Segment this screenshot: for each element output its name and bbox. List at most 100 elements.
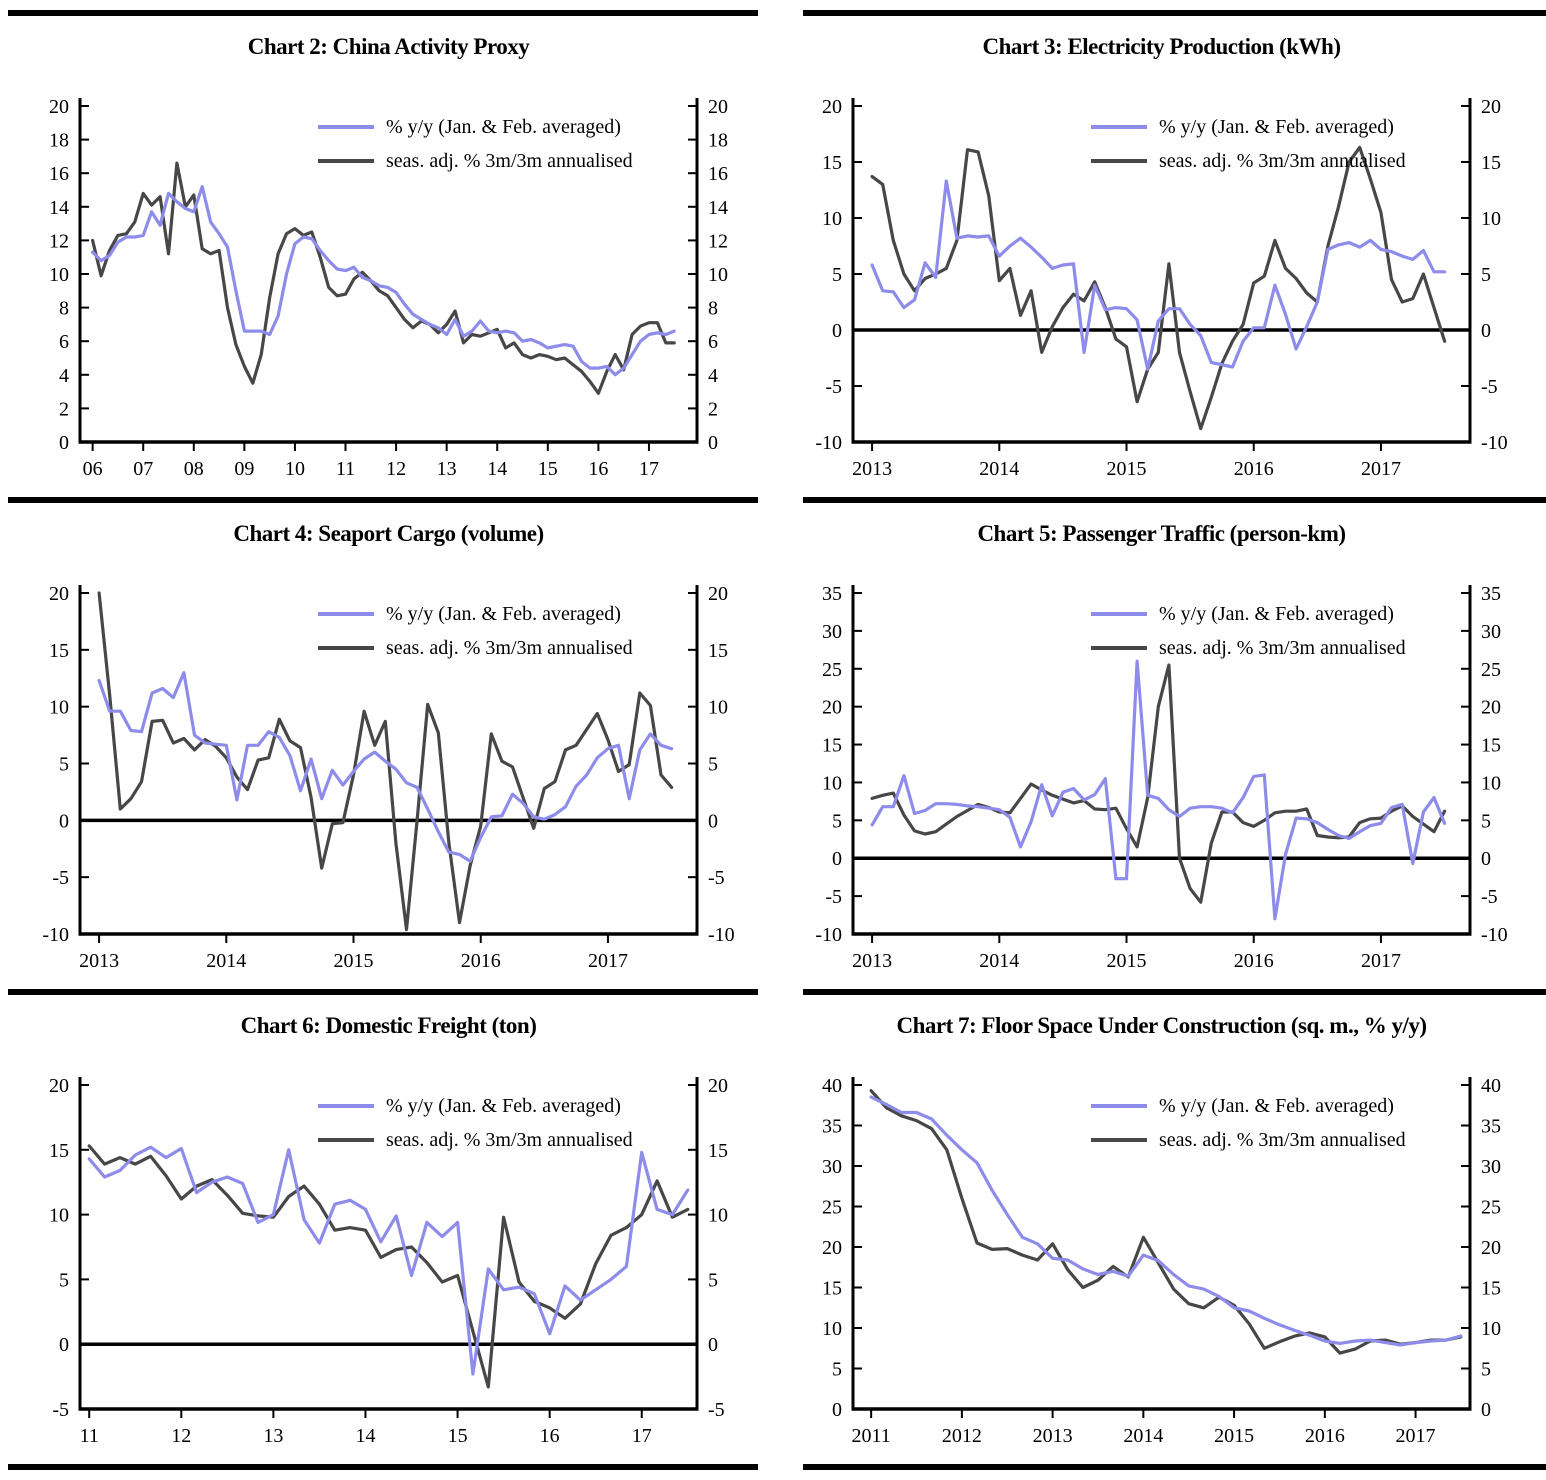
y-axis-label-right: 16 [708, 163, 728, 185]
yoy-legend-label: % y/y (Jan. & Feb. averaged) [1159, 115, 1394, 138]
x-axis-label: 15 [448, 1425, 468, 1447]
x-axis-label: 2016 [1234, 950, 1274, 972]
y-axis-label-right: 5 [708, 1269, 718, 1291]
y-axis-label-left: 5 [832, 264, 842, 286]
yoy-line-swatch [1091, 125, 1147, 129]
y-axis-label-right: 10 [1481, 772, 1501, 794]
x-axis-label: 09 [234, 458, 254, 480]
y-axis-label-right: 8 [708, 298, 718, 320]
y-axis-label-left: -5 [825, 376, 842, 398]
series-yoy-line [869, 1095, 1463, 1347]
x-axis-label: 17 [639, 458, 659, 480]
sa-legend-label: seas. adj. % 3m/3m annualised [1159, 149, 1406, 172]
chart-title: Chart 6: Domestic Freight (ton) [240, 1013, 537, 1038]
x-axis-label: 14 [487, 458, 507, 480]
legend-row-sa: seas. adj. % 3m/3m annualised [1091, 144, 1406, 178]
y-axis-label-right: -10 [708, 924, 735, 946]
sa-legend-label: seas. adj. % 3m/3m annualised [1159, 1128, 1406, 1151]
mid-rule-1-right [803, 497, 1546, 503]
sa-legend-label: seas. adj. % 3m/3m annualised [386, 636, 633, 659]
y-axis-label-right: 4 [708, 365, 718, 387]
y-axis-label-left: 15 [822, 735, 842, 757]
mid-rule-1-left [8, 497, 758, 503]
y-axis-label-left: 0 [59, 1334, 69, 1356]
chart-plot-svg: -10 -10 -5 -5 0 0 5 5 10 10 15 15 20 20 25 25 30 30 35 35 20… [815, 583, 1507, 972]
y-axis-label-right: 0 [1481, 320, 1491, 342]
sa-line-swatch [1091, 159, 1147, 163]
chart-legend: % y/y (Jan. & Feb. averaged) seas. adj. … [318, 110, 633, 178]
x-axis-label: 2015 [334, 950, 374, 972]
y-axis-label-left: 10 [49, 1205, 69, 1227]
x-axis-label: 12 [171, 1425, 191, 1447]
y-axis-label-left: -5 [52, 867, 69, 889]
y-axis-label-left: 5 [832, 810, 842, 832]
y-axis-label-right: 35 [1481, 583, 1501, 605]
sa-line-swatch [318, 159, 374, 163]
x-axis-label: 2017 [588, 950, 628, 972]
legend-row-sa: seas. adj. % 3m/3m annualised [318, 631, 633, 665]
y-axis-label-right: 20 [708, 1075, 728, 1097]
y-axis-label-left: 0 [59, 432, 69, 454]
legend-row-sa: seas. adj. % 3m/3m annualised [318, 1123, 633, 1157]
y-axis-label-right: 15 [1481, 1278, 1501, 1300]
y-axis-label-right: 15 [708, 1140, 728, 1162]
y-axis-label-right: 6 [708, 331, 718, 353]
yoy-line-swatch [1091, 1104, 1147, 1108]
y-axis-label-left: -10 [815, 924, 842, 946]
top-rule-right [803, 10, 1546, 16]
yoy-line-swatch [318, 612, 374, 616]
chart-5-panel: -10 -10 -5 -5 0 0 5 5 10 10 15 15 20 20 25 25 30 30 35 35 20… [773, 503, 1546, 989]
x-axis-label: 13 [437, 458, 457, 480]
y-axis-label-left: 25 [822, 659, 842, 681]
y-axis-label-left: 16 [49, 163, 69, 185]
chart-plot-svg: -10 -10 -5 -5 0 0 5 5 10 10 15 15 20 20 2013 2014 2015 20… [42, 583, 735, 972]
series-sa-line [87, 1144, 690, 1389]
x-axis-label: 2014 [979, 950, 1019, 972]
legend-row-yoy: % y/y (Jan. & Feb. averaged) [1091, 597, 1406, 631]
y-axis-label-right: 25 [1481, 659, 1501, 681]
x-axis-label: 17 [632, 1425, 652, 1447]
y-axis-label-left: 10 [49, 264, 69, 286]
x-axis-label: 14 [355, 1425, 375, 1447]
y-axis-label-right: 0 [708, 810, 718, 832]
x-axis-label: 13 [263, 1425, 283, 1447]
series-sa-line [870, 145, 1447, 431]
y-axis-label-left: 14 [49, 197, 69, 219]
y-axis-label-left: -10 [42, 924, 69, 946]
yoy-legend-label: % y/y (Jan. & Feb. averaged) [386, 1094, 621, 1117]
x-axis-label: 07 [133, 458, 153, 480]
sa-legend-label: seas. adj. % 3m/3m annualised [1159, 636, 1406, 659]
yoy-line-swatch [1091, 612, 1147, 616]
y-axis-label-right: 20 [708, 96, 728, 118]
y-axis-label-right: -5 [1481, 376, 1498, 398]
x-axis-label: 16 [540, 1425, 560, 1447]
legend-row-yoy: % y/y (Jan. & Feb. averaged) [318, 597, 633, 631]
y-axis-label-right: 40 [1481, 1075, 1501, 1097]
x-axis-label: 15 [538, 458, 558, 480]
y-axis-label-left: -10 [815, 432, 842, 454]
y-axis-label-right: 25 [1481, 1197, 1501, 1219]
y-axis-label-left: 15 [49, 1140, 69, 1162]
mid-rule-2-right [803, 989, 1546, 995]
x-axis-label: 2011 [852, 1425, 891, 1447]
y-axis-label-left: 25 [822, 1197, 842, 1219]
y-axis-label-left: 20 [49, 1075, 69, 1097]
chart-plot-svg: 0 0 2 2 4 4 6 6 8 8 10 10 12 12 14 14 16 16 18 18 20 20 06 07 08… [49, 96, 728, 480]
y-axis-label-left: 0 [832, 320, 842, 342]
x-axis-label: 10 [285, 458, 305, 480]
x-axis-label: 2015 [1107, 458, 1147, 480]
x-axis-label: 2015 [1107, 950, 1147, 972]
y-axis-label-right: 20 [1481, 96, 1501, 118]
x-axis-label: 2013 [79, 950, 119, 972]
y-axis-label-left: 10 [822, 772, 842, 794]
y-axis-label-left: 10 [822, 1318, 842, 1340]
y-axis-label-right: 0 [708, 1334, 718, 1356]
y-axis-label-left: 35 [822, 1116, 842, 1138]
chart-plot-svg: 0 0 5 5 10 10 15 15 20 20 25 25 30 30 35 35 40 40 2011 2012… [822, 1075, 1501, 1447]
y-axis-label-right: -10 [1481, 432, 1508, 454]
sa-legend-label: seas. adj. % 3m/3m annualised [386, 1128, 633, 1151]
series-sa-line [869, 1089, 1463, 1355]
chart-title: Chart 4: Seaport Cargo (volume) [233, 521, 544, 546]
y-axis-label-right: 14 [708, 197, 728, 219]
yoy-legend-label: % y/y (Jan. & Feb. averaged) [1159, 1094, 1394, 1117]
